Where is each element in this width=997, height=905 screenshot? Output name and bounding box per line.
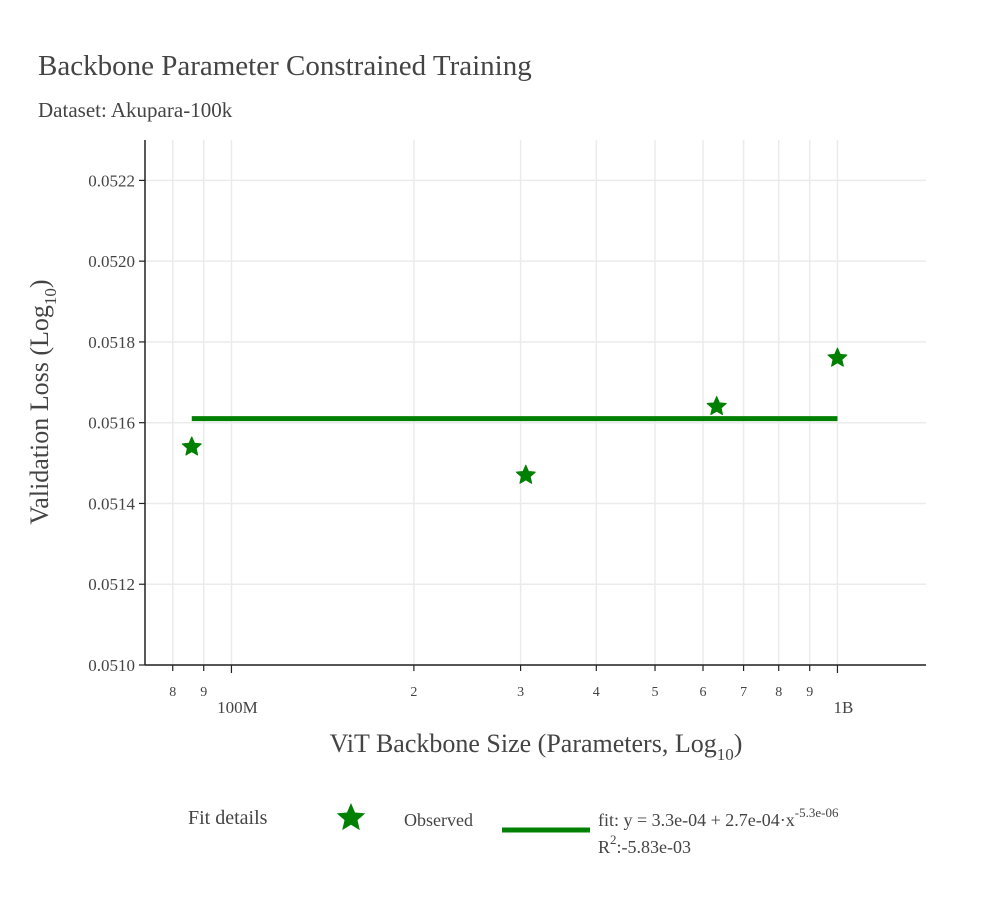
x-minor-tick-label: 6 [700,685,707,700]
legend: Fit details Observed fit: y = 3.3e-04 + … [188,803,839,857]
y-tick-label: 0.0514 [88,494,135,513]
x-minor-tick-label: 9 [806,685,813,700]
x-minor-tick-label: 3 [517,685,524,700]
y-tick-label: 0.0520 [88,252,135,271]
x-minor-tick-label: 7 [740,685,747,700]
x-axis-title: ViT Backbone Size (Parameters, Log10) [330,729,743,764]
x-minor-tick-label: 9 [200,685,207,700]
tick-labels: 0.0510 0.0512 0.0514 0.0516 0.0518 0.0520 0.05… [88,171,853,717]
y-tick-label: 0.0512 [88,575,135,594]
x-minor-tick-label: 2 [410,685,417,700]
x-minor-tick-label: 4 [593,685,600,700]
y-axis-title: Validation Loss (Log10) [25,279,60,524]
observed-star-point [706,396,727,416]
y-tick-label: 0.0516 [88,414,135,433]
x-major-tick-label: 1B [834,698,854,717]
x-minor-tick-label: 8 [169,685,176,700]
observed-star-point [181,436,202,456]
legend-title: Fit details [188,807,268,829]
x-major-tick-label: 100M [217,698,258,717]
observed-star-point [515,464,536,484]
observed-star-point [827,347,848,367]
plot-marks [181,347,848,484]
grid-lines [145,140,926,666]
chart-title: Backbone Parameter Constrained Training [38,50,532,82]
x-minor-tick-label: 5 [652,685,659,700]
axes [139,140,926,673]
legend-fit-equation: fit: y = 3.3e-04 + 2.7e-04·x-5.3e-06 [598,805,839,830]
y-tick-label: 0.0522 [88,171,135,190]
x-minor-tick-label: 8 [775,685,782,700]
legend-star-marker [336,803,366,831]
y-tick-label: 0.0518 [88,333,135,352]
chart-subtitle: Dataset: Akupara-100k [38,98,233,122]
y-tick-label: 0.0510 [88,656,135,675]
legend-fit-r2: R2:-5.83e-03 [598,832,691,857]
legend-observed-label: Observed [404,810,473,830]
